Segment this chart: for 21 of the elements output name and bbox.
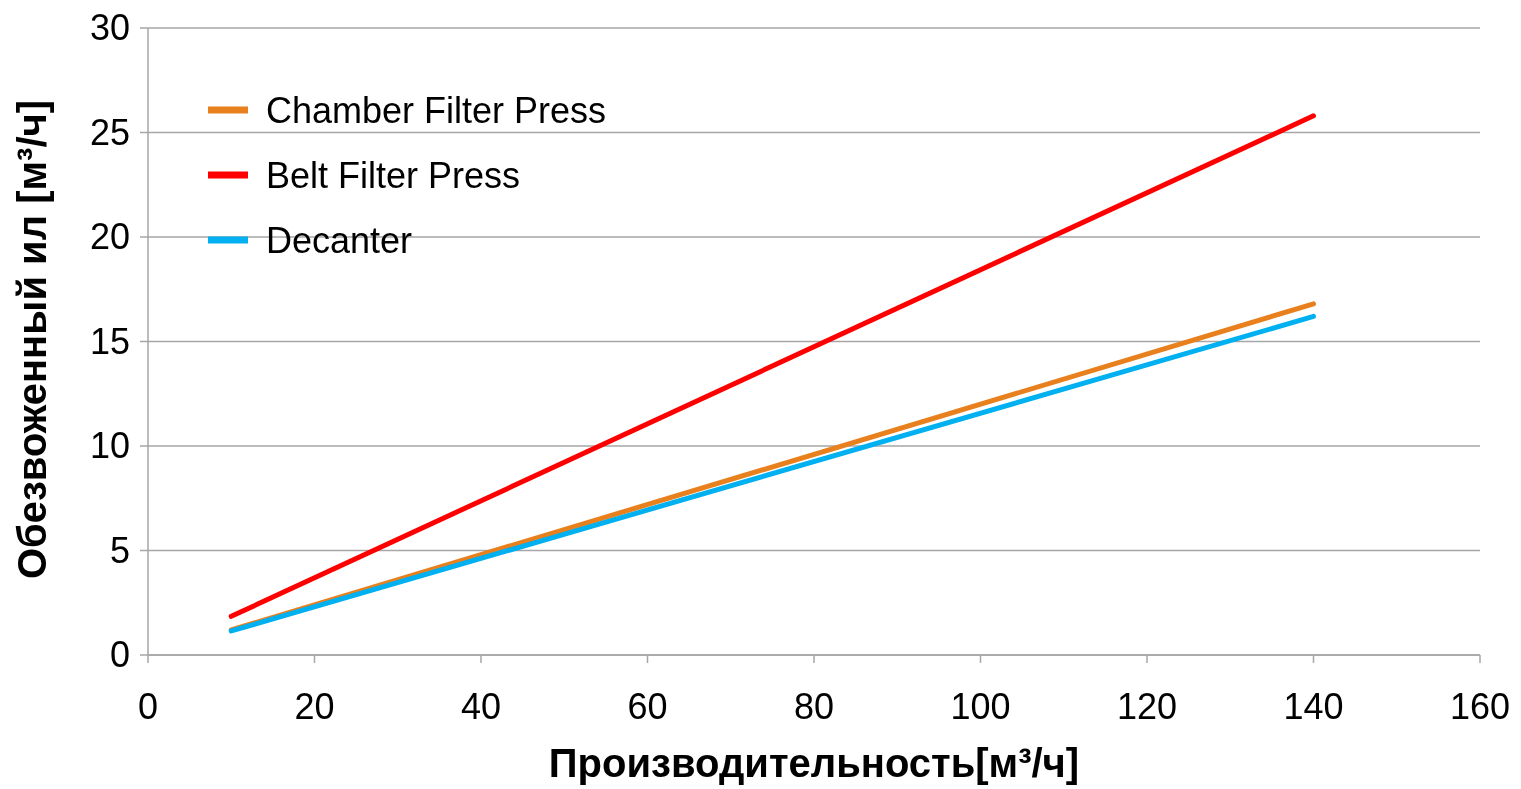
- x-tick-label: 140: [1283, 686, 1344, 727]
- legend-label: Belt Filter Press: [266, 155, 521, 196]
- x-tick-label: 60: [627, 686, 668, 727]
- x-tick-label: 100: [950, 686, 1011, 727]
- y-tick-label: 15: [89, 320, 130, 362]
- x-tick-label: 160: [1449, 686, 1511, 727]
- y-tick-label: 20: [89, 216, 130, 257]
- y-tick-label: 0: [109, 634, 130, 675]
- y-tick-label: 30: [89, 7, 130, 48]
- x-tick-label: 120: [1116, 686, 1178, 727]
- x-axis-title: Производительность[м³/ч]: [548, 741, 1080, 785]
- x-tick-label: 80: [793, 686, 835, 727]
- y-tick-label: 25: [89, 111, 130, 153]
- x-tick-label: 20: [294, 686, 335, 727]
- y-tick-label: 5: [109, 529, 130, 571]
- x-tick-label: 0: [137, 686, 159, 727]
- legend-label: Chamber Filter Press: [266, 90, 607, 131]
- legend-label: Decanter: [266, 220, 413, 261]
- y-axis-title: Обезвоженный ил [м³/ч]: [10, 99, 54, 580]
- y-tick-label: 10: [89, 425, 130, 466]
- x-tick-label: 40: [460, 686, 502, 727]
